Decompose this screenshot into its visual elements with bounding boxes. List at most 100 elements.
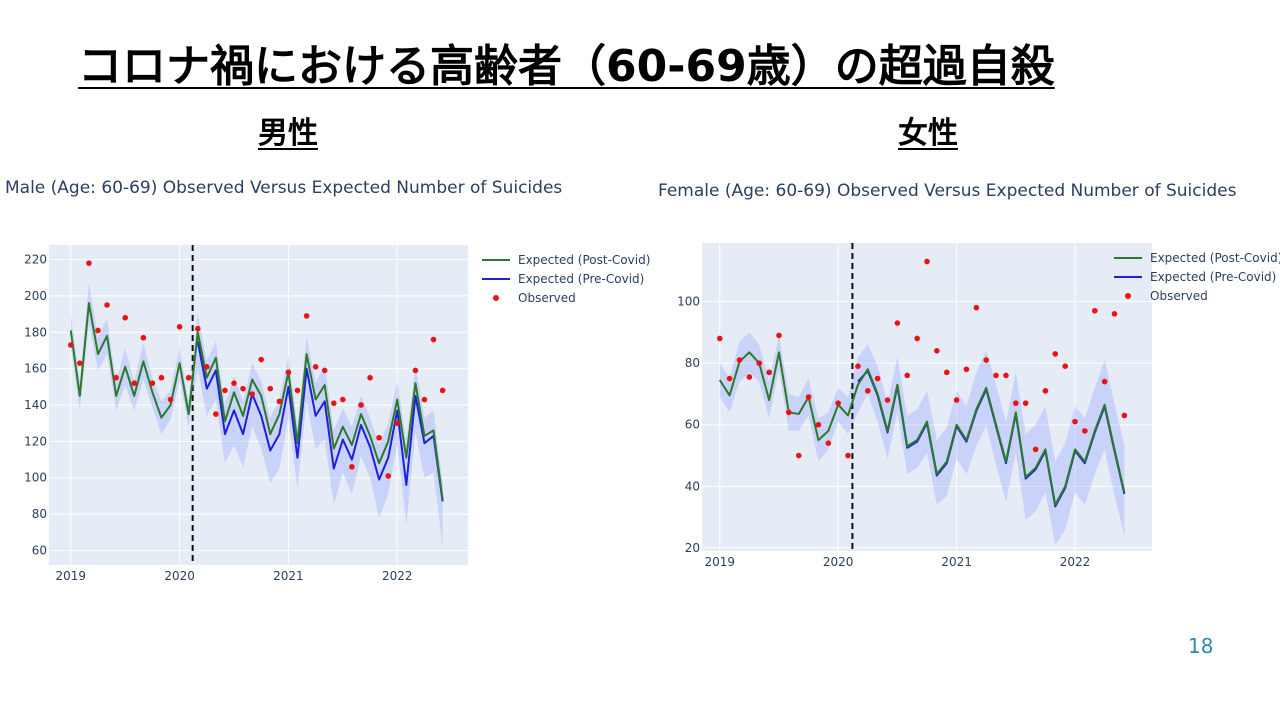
- female-observed-point: [736, 357, 743, 363]
- female-observed-point: [1101, 378, 1108, 385]
- female-heading: 女性: [898, 116, 958, 151]
- female-observed-point: [1121, 412, 1128, 419]
- female-observed-point: [924, 258, 930, 265]
- male-observed-point: [267, 385, 274, 392]
- male-observed-point: [158, 374, 165, 381]
- female-observed-point: [884, 397, 891, 403]
- male-observed-point: [331, 400, 337, 406]
- male-y-tick-label: 220: [24, 253, 47, 267]
- male-observed-point: [312, 364, 319, 370]
- male-observed-point: [421, 396, 428, 403]
- female-x-tick-label: 2019: [704, 555, 735, 569]
- female-observed-point: [805, 394, 812, 400]
- male-legend-label: Expected (Pre-Covid): [518, 272, 644, 286]
- male-observed-point: [185, 374, 192, 381]
- female-legend-label: Observed: [1150, 289, 1208, 303]
- female-observed-point: [825, 440, 832, 446]
- female-observed-point: [746, 374, 753, 380]
- female-observed-point: [1062, 363, 1068, 369]
- male-legend-label: Observed: [518, 291, 576, 305]
- male-series-expected-pre-covid: [196, 341, 444, 502]
- female-observed-point: [943, 369, 950, 376]
- male-legend-label: Expected (Post-Covid): [518, 253, 650, 267]
- male-observed-point: [213, 411, 219, 417]
- female-observed-point: [1111, 311, 1118, 317]
- male-observed-point: [412, 367, 419, 374]
- male-observed-point: [303, 313, 310, 319]
- male-y-tick-label: 180: [24, 325, 47, 339]
- female-observed-point: [973, 304, 980, 311]
- female-x-tick-label: 2022: [1060, 555, 1091, 569]
- male-observed-point: [222, 387, 228, 394]
- female-chart-title: Female (Age: 60-69) Observed Versus Expe…: [658, 181, 1237, 201]
- female-observed-point: [1092, 307, 1098, 314]
- female-y-tick-label: 40: [685, 479, 700, 493]
- female-observed-point: [983, 357, 990, 363]
- male-observed-point: [76, 360, 83, 366]
- female-y-tick-label: 20: [685, 541, 700, 555]
- female-observed-point: [1032, 446, 1039, 453]
- male-x-tick-label: 2020: [164, 569, 195, 583]
- male-observed-point: [358, 402, 364, 408]
- female-confidence-band: [719, 332, 1125, 545]
- male-observed-point: [430, 336, 437, 343]
- female-suicides-chart: 20 40 60 80 100 2019 2020 2021 2022 Expected (Pos…: [677, 243, 1280, 569]
- female-observed-point: [1003, 372, 1009, 379]
- male-x-tick-label: 2021: [273, 569, 304, 583]
- female-observed-point: [894, 320, 901, 326]
- male-observed-point: [376, 434, 382, 441]
- male-confidence-band: [70, 283, 443, 547]
- female-observed-point: [756, 360, 762, 366]
- female-observed-point: [795, 452, 802, 459]
- female-y-tick-label: 100: [677, 295, 700, 309]
- male-y-tick-label: 100: [24, 471, 47, 485]
- male-y-tick-label: 200: [24, 289, 47, 303]
- male-observed-point: [321, 367, 328, 374]
- male-y-tick-label: 120: [24, 434, 47, 448]
- male-observed-point: [385, 473, 392, 479]
- male-observed-point: [86, 260, 92, 266]
- male-x-tick-label: 2019: [55, 569, 86, 583]
- female-legend-swatch: [1125, 293, 1131, 299]
- male-legend-swatch: [493, 295, 499, 301]
- female-observed-point: [835, 400, 841, 406]
- female-legend-label: Expected (Pre-Covid): [1150, 270, 1276, 284]
- female-y-tick-label: 80: [685, 356, 700, 370]
- female-observed-point: [1022, 400, 1029, 406]
- male-observed-point: [204, 364, 210, 370]
- female-observed-point: [1042, 388, 1049, 394]
- male-observed-point: [349, 464, 355, 470]
- male-observed-point: [367, 374, 373, 381]
- male-observed-point: [140, 334, 147, 341]
- female-series-expected-post-covid: [718, 351, 1126, 506]
- female-observed-point: [864, 388, 871, 394]
- male-observed-point: [67, 342, 74, 348]
- female-observed-point: [934, 348, 940, 354]
- female-plot-area: [702, 243, 1152, 551]
- female-observed-point: [1082, 428, 1088, 434]
- page-number: 18: [1188, 634, 1214, 658]
- female-legend-label: Expected (Post-Covid): [1150, 251, 1280, 265]
- male-observed-point: [104, 302, 110, 308]
- male-heading: 男性: [258, 116, 318, 151]
- slide-title: コロナ禍における高齢者（60-69歳）の超過自殺: [78, 41, 1055, 92]
- female-observed-point: [874, 375, 881, 382]
- male-observed-point: [167, 396, 174, 403]
- female-observed-point: [786, 409, 792, 416]
- male-observed-point: [276, 398, 283, 405]
- female-x-tick-label: 2021: [941, 555, 972, 569]
- male-observed-point: [194, 325, 201, 332]
- female-observed-point: [1052, 351, 1059, 357]
- female-observed-point: [776, 332, 782, 339]
- male-y-tick-label: 160: [24, 362, 47, 376]
- male-observed-point: [113, 374, 119, 381]
- male-observed-point: [285, 369, 292, 376]
- male-suicides-chart: 60 80 100 120 140 160 180 200 220 2019 2020 2021 202…: [24, 245, 650, 583]
- male-chart-title: Male (Age: 60-69) Observed Versus Expect…: [5, 178, 563, 198]
- female-y-tick-label: 60: [685, 418, 700, 432]
- female-observed-point: [904, 372, 911, 379]
- male-observed-point: [258, 356, 265, 363]
- male-observed-point: [176, 324, 183, 330]
- female-observed-point: [1013, 400, 1019, 406]
- female-observed-point: [953, 397, 960, 403]
